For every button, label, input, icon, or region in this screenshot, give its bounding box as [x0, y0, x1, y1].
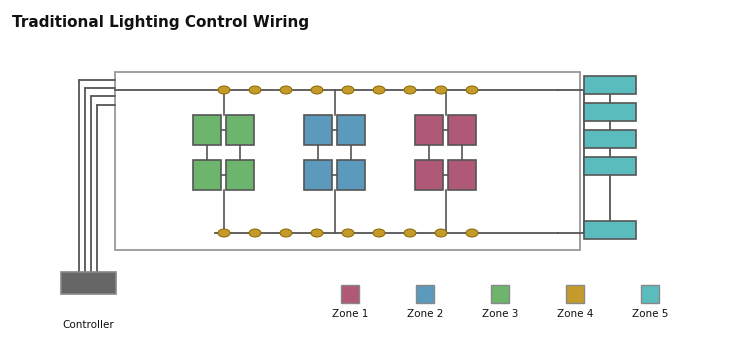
Bar — [584, 130, 636, 148]
Text: Zone 4: Zone 4 — [556, 309, 593, 319]
Ellipse shape — [249, 229, 261, 237]
Ellipse shape — [218, 86, 230, 94]
Bar — [584, 103, 636, 121]
Ellipse shape — [466, 229, 478, 237]
Bar — [566, 285, 584, 303]
Ellipse shape — [249, 86, 261, 94]
Bar — [641, 285, 659, 303]
Ellipse shape — [373, 229, 385, 237]
Ellipse shape — [342, 229, 354, 237]
Ellipse shape — [342, 86, 354, 94]
Ellipse shape — [404, 229, 416, 237]
Bar — [193, 160, 221, 190]
Bar — [416, 285, 434, 303]
Ellipse shape — [373, 86, 385, 94]
Text: Traditional Lighting Control Wiring: Traditional Lighting Control Wiring — [12, 15, 309, 30]
Ellipse shape — [435, 86, 447, 94]
Ellipse shape — [218, 229, 230, 237]
Ellipse shape — [311, 229, 323, 237]
Text: Zone 3: Zone 3 — [482, 309, 518, 319]
Bar — [193, 115, 221, 145]
Text: Controller: Controller — [62, 320, 114, 330]
Text: Zone 2: Zone 2 — [406, 309, 443, 319]
Bar — [584, 76, 636, 94]
Ellipse shape — [280, 229, 292, 237]
Bar — [226, 160, 254, 190]
Bar — [61, 272, 116, 294]
Ellipse shape — [435, 229, 447, 237]
Ellipse shape — [466, 86, 478, 94]
Bar — [491, 285, 509, 303]
Bar — [115, 72, 580, 250]
Bar — [584, 157, 636, 175]
Text: Zone 1: Zone 1 — [332, 309, 368, 319]
Ellipse shape — [404, 86, 416, 94]
Bar — [448, 160, 476, 190]
Bar — [337, 115, 365, 145]
Bar — [226, 115, 254, 145]
Ellipse shape — [311, 86, 323, 94]
Bar — [584, 221, 636, 239]
Bar — [304, 115, 332, 145]
Bar — [415, 160, 443, 190]
Bar — [415, 115, 443, 145]
Ellipse shape — [280, 86, 292, 94]
Bar — [337, 160, 365, 190]
Bar — [448, 115, 476, 145]
Bar — [304, 160, 332, 190]
Bar — [341, 285, 359, 303]
Text: Zone 5: Zone 5 — [632, 309, 668, 319]
